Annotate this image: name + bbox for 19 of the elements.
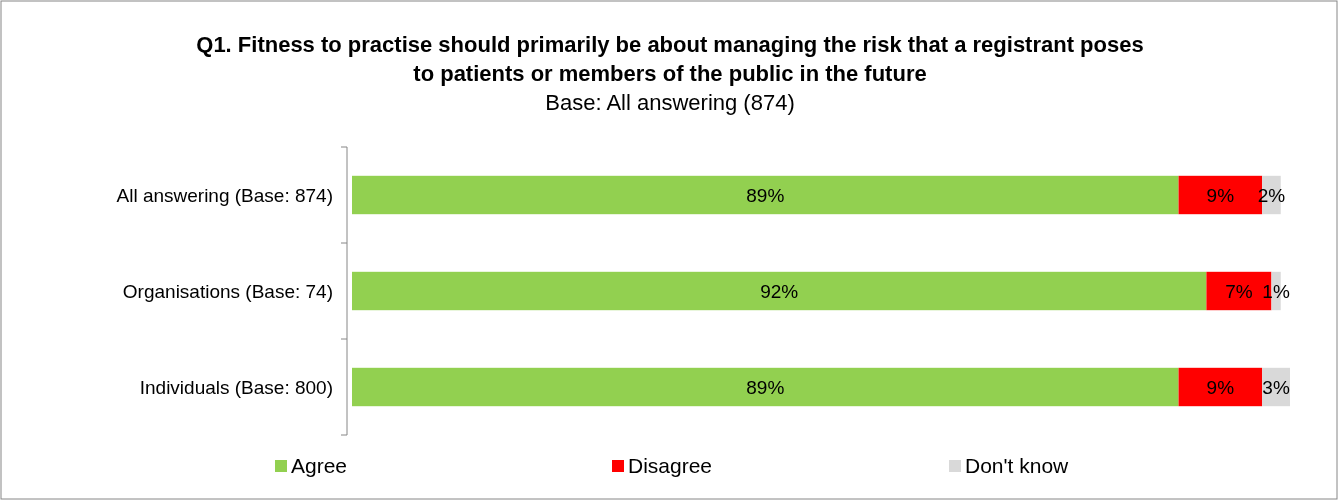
data-label: 89% bbox=[746, 376, 785, 398]
bar bbox=[352, 175, 1179, 215]
y-tick-label: All answering (Base: 874) bbox=[116, 184, 333, 206]
legend-label: Don't know bbox=[965, 454, 1070, 478]
data-label: 3% bbox=[1262, 376, 1290, 398]
data-label: 9% bbox=[1206, 184, 1235, 206]
chart-subtitle: Base: All answering (874) bbox=[545, 90, 795, 115]
data-label: 92% bbox=[760, 280, 799, 302]
bar bbox=[352, 367, 1179, 407]
data-label: 7% bbox=[1225, 280, 1253, 302]
legend-label: Agree bbox=[291, 454, 348, 478]
data-label: 89% bbox=[746, 184, 785, 206]
chart-title: Q1. Fitness to practise should primarily be about managing the risk that a registrant poses to patients or members of the public in the future bbox=[196, 32, 1144, 86]
data-label: 9% bbox=[1206, 376, 1235, 398]
bar bbox=[352, 271, 1207, 311]
y-tick-label: Individuals (Base: 800) bbox=[139, 376, 333, 398]
y-tick-label: Organisations (Base: 74) bbox=[122, 280, 333, 302]
bar bbox=[1178, 367, 1263, 407]
legend-label: Disagree bbox=[628, 454, 713, 478]
